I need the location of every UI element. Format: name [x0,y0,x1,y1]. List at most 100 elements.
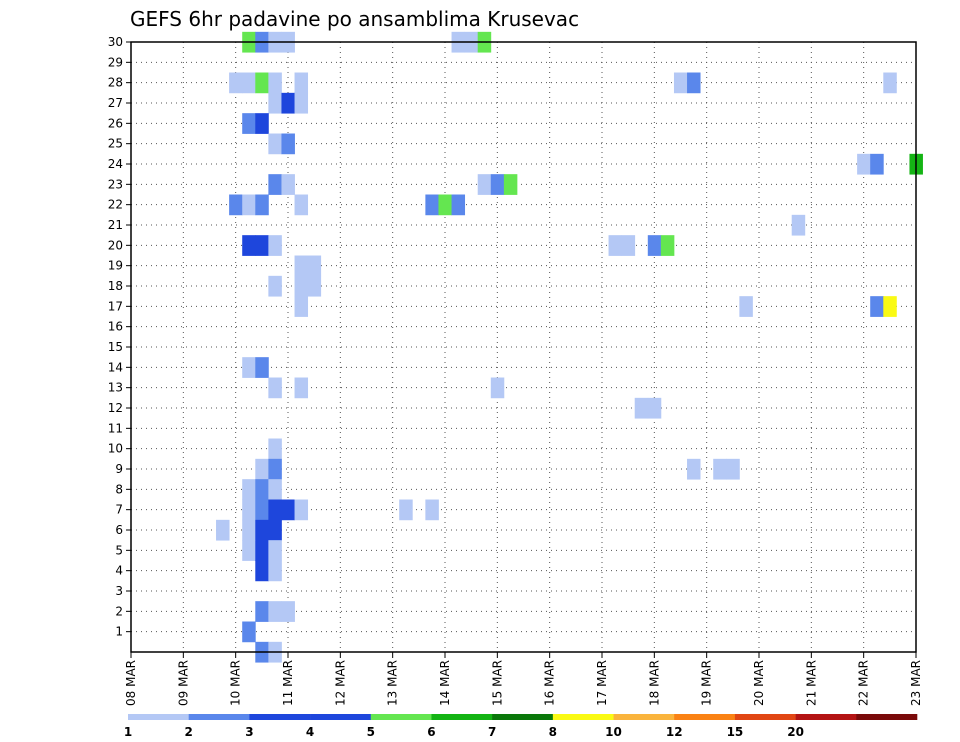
precip-cell [399,499,413,521]
precip-cell [268,458,282,480]
precip-cell [242,540,256,561]
x-tick-label: 19 MAR [700,660,714,706]
x-tick-label: 15 MAR [490,660,504,706]
x-tick-label: 20 MAR [752,660,766,706]
precip-cell [255,519,269,541]
colorbar-segment [431,714,493,720]
precip-cell [268,377,282,399]
colorbar-segment [674,714,736,720]
precip-cell [294,499,309,521]
precip-cell [268,174,282,195]
precip-cell [307,275,322,297]
y-tick-label: 18 [108,279,123,293]
y-tick-label: 30 [108,35,123,49]
precip-cell [255,357,269,378]
colorbar-label: 2 [185,725,193,739]
precip-cell [268,540,282,561]
precip-cell [242,72,256,94]
precip-cell [294,255,309,277]
y-tick-label: 25 [108,137,123,151]
y-tick-label: 23 [108,177,123,191]
precip-cell [268,235,282,256]
precip-cell [268,438,282,460]
x-tick-label: 23 MAR [909,660,923,706]
precip-cell [634,397,649,419]
colorbar-label: 8 [549,725,557,739]
y-tick-label: 19 [108,259,123,273]
y-tick-label: 5 [115,543,123,557]
precip-cell [726,458,740,480]
precip-cell [425,194,439,216]
colorbar-label: 3 [245,725,253,739]
precip-cell [687,458,701,480]
precip-cell [242,479,256,500]
precip-cell [255,194,269,216]
y-tick-label: 4 [115,564,123,578]
precip-cell [255,458,269,480]
precip-cell [647,397,662,419]
y-tick-label: 11 [108,421,123,435]
precip-cell [294,92,309,114]
precip-cell [281,601,295,622]
precip-cell [477,174,492,195]
precip-cell [242,519,256,541]
precip-cell [490,377,505,399]
y-tick-label: 2 [115,604,123,618]
precip-cell [255,540,269,561]
precip-cell [870,153,884,175]
precip-cell [294,194,309,216]
x-tick-label: 21 MAR [804,660,818,706]
x-tick-label: 10 MAR [229,660,243,706]
x-tick-label: 08 MAR [124,660,138,706]
x-tick-label: 13 MAR [386,660,400,706]
precip-cell [438,194,452,216]
colorbar-segment [310,714,372,720]
precip-cell [739,296,753,317]
precip-cell [294,72,309,94]
precip-cell [687,72,701,94]
precip-cell [268,601,282,622]
precip-cell [503,174,518,195]
y-tick-label: 7 [115,503,123,517]
colorbar-segment [795,714,857,720]
precip-cell [242,113,256,134]
precip-cell [883,296,897,317]
x-tick-label: 09 MAR [176,660,190,706]
precip-cell [870,296,884,317]
x-axis-tick-marks [130,652,917,658]
y-tick-label: 6 [115,523,123,537]
precip-cell [713,458,727,480]
precip-cell [255,479,269,500]
colorbar-segment [128,714,189,720]
precip-cell [791,214,806,236]
precip-cell [216,519,230,541]
y-tick-label: 20 [108,238,123,252]
y-tick-label: 22 [108,198,123,212]
y-axis-tick-marks [126,41,131,633]
colorbar-label: 20 [787,725,804,739]
precip-cell [268,133,282,155]
precip-cell [229,72,243,94]
y-tick-label: 9 [115,462,123,476]
colorbar-label: 12 [666,725,683,739]
precip-cell [294,296,309,317]
precip-cell [255,235,269,256]
x-tick-label: 11 MAR [281,660,295,706]
precip-cell [425,499,439,521]
precip-cell [255,601,269,622]
x-tick-label: 17 MAR [595,660,609,706]
precip-cell [242,194,256,216]
precip-cell [281,174,295,195]
x-tick-label: 12 MAR [333,660,347,706]
y-axis-tick-labels: 1234567891011121314151617181920212223242… [108,35,123,639]
y-tick-label: 26 [108,116,123,130]
colorbar-segment [249,714,311,720]
colorbar-segment [613,714,675,720]
precip-cell [229,194,243,216]
precip-cell [673,72,688,94]
colorbar [128,714,918,720]
precip-cell [268,519,282,541]
precip-cell [621,235,636,256]
colorbar-label: 15 [727,725,744,739]
